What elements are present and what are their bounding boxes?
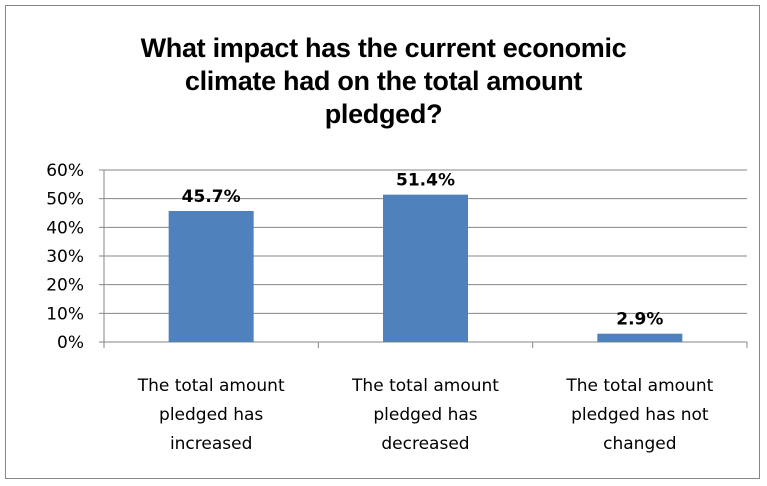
x-category-label: increased [170, 434, 252, 454]
chart-frame [5, 5, 760, 479]
x-category-label: pledged has [159, 405, 263, 425]
bar [383, 194, 468, 342]
chart-title-line-3: pledged? [324, 99, 443, 129]
data-label: 51.4% [396, 171, 455, 191]
y-tick-label: 40% [46, 218, 84, 238]
y-tick-label: 30% [46, 247, 84, 267]
x-category-label: decreased [381, 434, 469, 454]
bar [168, 210, 254, 342]
x-category-label: pledged has [373, 405, 477, 425]
data-label: 2.9% [616, 310, 663, 330]
chart-title-line-2: climate had on the total amount [184, 66, 583, 96]
y-tick-label: 60% [46, 161, 84, 181]
bar [597, 333, 683, 342]
x-category-label: The total amount [565, 376, 713, 396]
y-tick-label: 10% [46, 304, 84, 324]
x-category-label: The total amount [351, 376, 499, 396]
y-tick-label: 50% [46, 190, 84, 210]
chart-title: What impact has the current economic cli… [0, 32, 767, 131]
data-label: 45.7% [182, 187, 241, 207]
x-category-label: The total amount [137, 376, 285, 396]
x-category-label: changed [603, 434, 676, 454]
y-tick-label: 20% [46, 276, 84, 296]
x-category-label: pledged has not [571, 405, 709, 425]
y-tick-label: 0% [57, 333, 84, 353]
chart-title-line-1: What impact has the current economic [140, 33, 627, 63]
